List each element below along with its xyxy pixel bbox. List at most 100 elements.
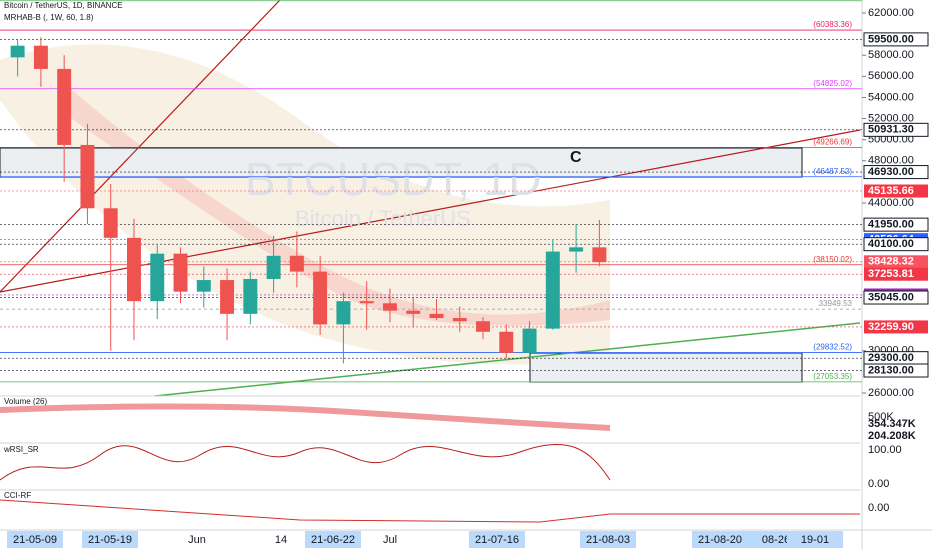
price-tag	[863, 290, 929, 305]
candle-body	[359, 301, 374, 304]
candle-body	[545, 251, 560, 329]
pane-tick-label: 204.208K	[868, 430, 916, 442]
price-tag	[864, 255, 928, 269]
price-tag	[863, 122, 929, 137]
candle-body	[80, 144, 95, 209]
level-label: (29832.52)	[813, 343, 852, 352]
candle-body	[33, 45, 48, 69]
cci-line	[0, 499, 860, 523]
indicator: MRHAB-B (, 1W, 60, 1.8)	[4, 13, 94, 22]
price-tag	[863, 217, 929, 232]
date-tag	[580, 531, 636, 548]
price-tag	[863, 237, 929, 252]
date-tag	[469, 531, 525, 548]
band	[60, 80, 610, 326]
level-label: (27053.35)	[813, 372, 852, 381]
y-tick-label: 44000.00	[868, 197, 914, 209]
candle-body	[476, 321, 490, 332]
candle-body	[10, 45, 25, 58]
date-label: 08-26	[762, 534, 790, 546]
price-tag	[864, 184, 928, 198]
candle-body	[313, 271, 328, 325]
date-tag	[787, 531, 843, 548]
y-tick-label: 26000.00	[868, 387, 914, 399]
trend-line	[0, 0, 281, 293]
price-tag-label: 37253.81	[868, 268, 914, 280]
price-tag	[864, 320, 928, 334]
candle-body	[569, 247, 584, 252]
date-label: Jun	[188, 534, 206, 546]
candle-body	[382, 303, 397, 311]
level-label: (49266.69)	[813, 138, 852, 147]
date-tag	[7, 531, 63, 548]
symbol: Bitcoin / TetherUS, 1D, BINANCE	[4, 1, 123, 10]
y-tick-label: 56000.00	[868, 70, 914, 82]
price-tag	[863, 363, 929, 378]
date-tag	[82, 531, 138, 548]
date-label: Jul	[383, 534, 397, 546]
price-tag-label: 38428.32	[868, 256, 914, 268]
pane-tick-label: 100.00	[868, 444, 902, 456]
zone-box	[529, 352, 803, 383]
price-tag-label: 50931.30	[868, 124, 914, 136]
date-label: 21-05-09	[13, 534, 57, 546]
pane-tick-label: 0.00	[868, 502, 889, 514]
candle-body	[243, 279, 258, 314]
candle-body	[103, 208, 118, 238]
candle-body	[196, 280, 211, 292]
pane-tick-label: 354.347K	[868, 418, 916, 430]
candle-body	[499, 331, 514, 353]
candle-body	[429, 313, 444, 319]
price-tag	[863, 165, 929, 180]
candle-body	[592, 247, 607, 263]
watermark: Bitcoin / TetherUS	[295, 206, 471, 231]
candle-body	[522, 328, 537, 353]
price-tag-label: 28130.00	[868, 364, 914, 376]
date-label: 21-05-19	[88, 534, 132, 546]
y-tick-label: 58000.00	[868, 49, 914, 61]
candle-body	[452, 318, 467, 322]
band	[0, 44, 610, 365]
date-label: 14	[275, 534, 287, 546]
date-label: 21-06-22	[311, 534, 355, 546]
y-tick-label: 52000.00	[868, 112, 914, 124]
candle-body	[173, 253, 188, 292]
level-label: (38150.02)	[813, 255, 852, 264]
price-tag-label: 32259.90	[868, 321, 914, 333]
price-tag	[863, 32, 929, 47]
candle-body	[266, 255, 281, 279]
date-label: 21-08-20	[698, 534, 742, 546]
level-label: 33949.53	[819, 299, 853, 308]
level-label: (54825.02)	[813, 79, 852, 88]
pane-title: CCI-RF	[4, 491, 31, 500]
date-label: 21-08-03	[586, 534, 630, 546]
rsi-line	[0, 443, 611, 481]
y-tick-label: 48000.00	[868, 155, 914, 167]
price-tag-label: 59500.00	[868, 33, 914, 45]
level-label: (46487.52)	[813, 167, 852, 176]
price-tag	[864, 267, 928, 281]
candle-body	[127, 237, 141, 302]
candle-body	[289, 255, 304, 272]
level-label: (60383.36)	[813, 20, 852, 29]
price-tag-label: 35045.00	[868, 291, 914, 303]
price-tag-label: 45135.66	[868, 185, 914, 197]
y-tick-label: 62000.00	[868, 7, 914, 19]
zone-label: C	[570, 149, 582, 166]
candle-body	[150, 253, 165, 302]
price-tag-label: 40100.00	[868, 238, 914, 250]
date-label: 21-07-16	[475, 534, 519, 546]
pane-title: Volume (26)	[4, 397, 47, 406]
pane-title: wRSI_SR	[3, 445, 39, 454]
trend-line	[154, 322, 861, 397]
pane-tick-label: 0.00	[868, 478, 889, 490]
candle-body	[57, 68, 72, 145]
price-tag-label: 29300.00	[868, 352, 914, 364]
price-tag-label: 46930.00	[868, 166, 914, 178]
pane-tick-label: 500K	[868, 411, 894, 423]
date-label: 19-01	[801, 534, 829, 546]
candle-body	[220, 280, 235, 314]
price-tag-label: 41950.00	[868, 219, 914, 231]
watermark: BTCUSDT, 1D	[245, 153, 541, 205]
